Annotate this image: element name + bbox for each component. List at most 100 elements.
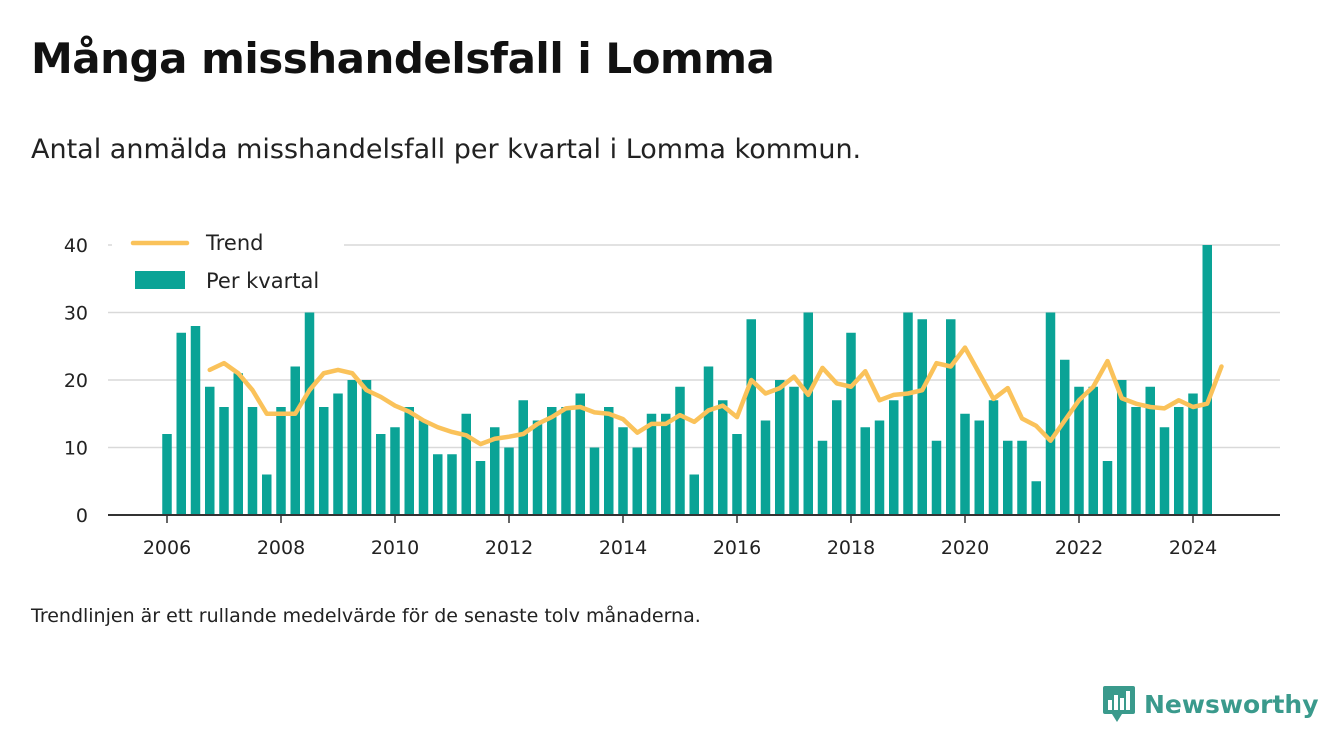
bar <box>490 427 500 515</box>
bar <box>661 413 671 515</box>
bar <box>789 386 799 515</box>
bar <box>1031 481 1041 515</box>
bar <box>1088 386 1098 515</box>
bar <box>304 312 315 515</box>
legend-bar-swatch <box>135 271 185 289</box>
bar <box>190 326 201 515</box>
bar <box>974 420 984 515</box>
trend-line <box>207 345 1224 447</box>
legend: Trend Per kvartal <box>112 226 344 302</box>
bar <box>817 440 828 515</box>
x-tick-label: 2012 <box>485 537 533 559</box>
bar <box>732 434 742 515</box>
bar <box>618 427 628 515</box>
bar <box>646 413 657 515</box>
footnote: Trendlinjen är ett rullande medelvärde f… <box>31 605 701 627</box>
bar <box>404 407 414 515</box>
bar <box>903 312 913 515</box>
x-tick-label: 2008 <box>257 537 305 559</box>
bar <box>1074 386 1084 515</box>
legend-bar-label: Per kvartal <box>206 269 319 293</box>
bar <box>276 407 286 515</box>
bar-series <box>162 245 1212 515</box>
y-tick-label: 10 <box>64 438 88 460</box>
bar <box>803 312 813 515</box>
bar <box>746 319 756 515</box>
bar <box>775 380 785 515</box>
bar <box>1060 359 1070 515</box>
bar <box>162 434 172 515</box>
bar <box>675 386 685 515</box>
bar <box>547 407 557 515</box>
bar <box>247 407 258 515</box>
bar <box>561 407 571 515</box>
bar <box>219 407 229 515</box>
bar <box>931 440 942 515</box>
bar <box>532 420 543 515</box>
bar <box>1202 245 1212 515</box>
bar <box>333 393 343 515</box>
bar <box>233 373 243 515</box>
bar <box>889 400 899 515</box>
bar <box>1174 407 1184 515</box>
x-tick-label: 2014 <box>599 537 647 559</box>
bar <box>703 366 714 515</box>
bar <box>475 461 486 515</box>
bar <box>632 447 642 515</box>
bar <box>846 332 856 515</box>
x-tick-label: 2018 <box>827 537 875 559</box>
bar <box>1017 440 1027 515</box>
bar <box>418 420 429 515</box>
bar <box>1045 312 1056 515</box>
brand-logo[interactable]: Newsworthy <box>1102 684 1319 724</box>
bar <box>390 427 400 515</box>
y-tick-label: 0 <box>76 505 88 527</box>
bar <box>1003 440 1013 515</box>
bar <box>575 393 585 515</box>
bar <box>176 332 186 515</box>
bar <box>1159 427 1170 515</box>
bar <box>960 413 970 515</box>
legend-background <box>112 226 344 302</box>
x-tick-label: 2020 <box>941 537 989 559</box>
bar <box>832 400 842 515</box>
bar <box>361 380 372 515</box>
bar <box>946 319 956 515</box>
bar <box>461 413 471 515</box>
x-tick-label: 2024 <box>1169 537 1217 559</box>
bar <box>376 434 386 515</box>
bar <box>589 447 600 515</box>
legend-trend-label: Trend <box>205 231 263 255</box>
bar <box>447 454 457 515</box>
bar <box>347 380 357 515</box>
trend-series <box>207 345 1224 447</box>
bar <box>718 400 728 515</box>
bar <box>604 407 614 515</box>
y-tick-label: 30 <box>64 303 88 325</box>
bar <box>917 319 927 515</box>
x-tick-label: 2022 <box>1055 537 1103 559</box>
bar <box>504 447 514 515</box>
brand-name: Newsworthy <box>1144 689 1319 719</box>
x-tick-label: 2006 <box>143 537 191 559</box>
bar <box>290 366 300 515</box>
x-tick-label: 2016 <box>713 537 761 559</box>
bar <box>518 400 528 515</box>
bar <box>433 454 443 515</box>
bar <box>988 400 999 515</box>
bar <box>319 407 329 515</box>
bar <box>1131 407 1141 515</box>
bar <box>689 474 699 515</box>
y-axis-ticks: 0 10 20 30 40 <box>64 235 88 527</box>
bar <box>1117 380 1127 515</box>
bar-chart-speech-bubble-icon <box>1103 686 1135 722</box>
bar <box>262 474 272 515</box>
y-tick-label: 20 <box>64 370 88 392</box>
bar <box>205 386 215 515</box>
bar <box>1188 393 1198 515</box>
bar <box>860 427 870 515</box>
bar <box>874 420 885 515</box>
x-axis-ticks: 2006 2008 2010 2012 2014 2016 2018 2020 2022 2024 <box>143 515 1217 559</box>
x-tick-label: 2010 <box>371 537 419 559</box>
